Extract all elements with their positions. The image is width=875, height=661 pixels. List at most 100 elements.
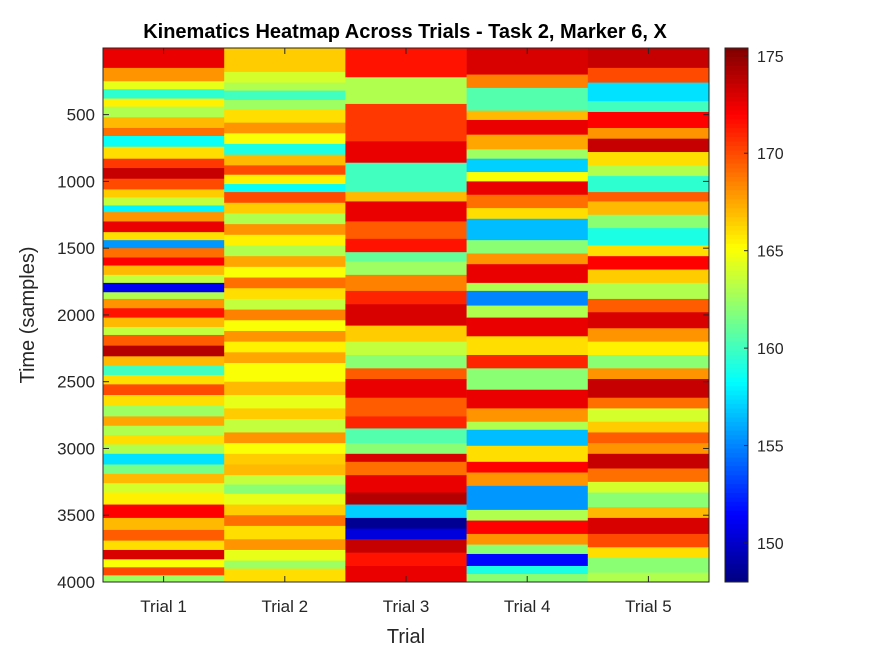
heatmap-cell-trial-2-26 <box>224 320 346 332</box>
heatmap-cell-trial-5-22 <box>587 341 710 356</box>
heatmap-cell-trial-2-7 <box>224 122 346 134</box>
heatmap-cell-trial-3-6 <box>345 192 467 202</box>
heatmap-cell-trial-1-40 <box>103 425 225 436</box>
heatmap-cell-trial-1-10 <box>103 146 225 160</box>
y-tick-label: 2500 <box>57 373 95 392</box>
colorbar-gradient-step <box>725 350 748 356</box>
colorbar-frame <box>724 47 749 583</box>
colorbar-gradient-step <box>725 559 748 565</box>
colorbar-gradient-step <box>725 337 748 343</box>
colorbar-gradient-step <box>725 444 748 449</box>
colorbar-gradient-step <box>725 408 748 414</box>
colorbar-gradient-step <box>725 421 748 427</box>
x-tick-label: Trial 2 <box>261 597 308 616</box>
colorbar-gradient-step <box>725 506 748 512</box>
heatmap-cell-trial-1-15 <box>103 197 225 206</box>
heatmap-cell-trial-1-41 <box>103 435 225 445</box>
colorbar-gradient-step <box>725 137 748 142</box>
colorbar-gradient-step <box>725 150 748 156</box>
colorbar-tick-label: 160 <box>757 341 784 358</box>
heatmap-cell-trial-1-1 <box>103 48 225 69</box>
colorbar-gradient-step <box>725 65 748 71</box>
heatmap-cell-trial-4-12 <box>466 208 589 220</box>
heatmap-cell-trial-1-9 <box>103 136 225 148</box>
heatmap-cell-trial-4-18 <box>466 290 589 306</box>
colorbar-gradient-step <box>725 448 748 454</box>
colorbar-gradient-step <box>725 194 748 200</box>
colorbar-tick-label: 175 <box>757 49 784 66</box>
heatmap-cell-trial-3-10 <box>345 252 467 262</box>
heatmap-cell-trial-5-17 <box>587 269 710 284</box>
heatmap-cell-trial-2-40 <box>224 484 346 495</box>
heatmap-cell-trial-5-1 <box>587 48 710 69</box>
heatmap-cell-trial-3-14 <box>345 304 467 327</box>
heatmap-plot-area <box>103 48 710 583</box>
heatmap-cell-trial-4-35 <box>466 544 589 555</box>
heatmap-cell-trial-1-21 <box>103 248 225 258</box>
heatmap-cell-trial-5-12 <box>587 201 710 216</box>
colorbar-gradient-step <box>725 279 748 285</box>
colorbar-gradient-step <box>725 435 748 441</box>
heatmap-cell-trial-1-28 <box>103 308 225 319</box>
colorbar-gradient-step <box>725 368 748 374</box>
heatmap-cell-trial-3-26 <box>345 475 467 493</box>
heatmap-cell-trial-1-6 <box>103 106 225 118</box>
heatmap-cell-trial-4-5 <box>466 119 589 136</box>
colorbar-gradient-step <box>725 546 748 552</box>
heatmap-cell-trial-1-53 <box>103 559 225 568</box>
heatmap-cell-trial-1-48 <box>103 504 225 519</box>
colorbar-gradient-step <box>725 61 748 67</box>
heatmap-cell-trial-5-11 <box>587 192 710 202</box>
colorbar-gradient-step <box>725 386 748 392</box>
heatmap-cell-trial-1-50 <box>103 529 225 541</box>
heatmap-cell-trial-5-31 <box>587 453 710 469</box>
heatmap-cell-trial-1-22 <box>103 257 225 266</box>
colorbar-gradient-step <box>725 252 748 258</box>
x-tick-label: Trial 3 <box>383 597 430 616</box>
colorbar-gradient-step <box>725 257 748 263</box>
colorbar-gradient-step <box>725 395 748 401</box>
colorbar-gradient-step <box>725 479 748 485</box>
colorbar-gradient-step <box>725 261 748 267</box>
colorbar-gradient-step <box>725 243 748 249</box>
heatmap-cell-trial-5-28 <box>587 421 710 433</box>
heatmap-cell-trial-1-16 <box>103 205 225 213</box>
heatmap-cell-trial-3-24 <box>345 453 467 463</box>
heatmap-cell-trial-1-44 <box>103 464 225 475</box>
heatmap-cell-trial-5-9 <box>587 165 710 177</box>
colorbar-gradient-step <box>725 181 748 187</box>
heatmap-cell-trial-4-10 <box>466 181 589 196</box>
heatmap-cell-trial-1-33 <box>103 356 225 367</box>
colorbar-gradient-step <box>725 332 748 338</box>
colorbar-gradient-step <box>725 439 748 445</box>
heatmap-cell-trial-2-32 <box>224 395 346 409</box>
colorbar-gradient-step <box>725 56 748 62</box>
heatmap-cell-trial-4-33 <box>466 520 589 535</box>
heatmap-cell-trial-5-36 <box>587 517 710 535</box>
heatmap-cell-trial-4-21 <box>466 336 589 356</box>
heatmap-cell-trial-1-39 <box>103 416 225 427</box>
colorbar-gradient-step <box>725 177 748 182</box>
colorbar-gradient-step <box>725 70 748 76</box>
heatmap-cell-trial-1-14 <box>103 189 225 198</box>
heatmap-cell-trial-1-37 <box>103 395 225 407</box>
heatmap-cell-trial-4-17 <box>466 282 589 292</box>
heatmap-cell-trial-3-17 <box>345 354 467 369</box>
heatmap-cell-trial-4-15 <box>466 253 589 265</box>
heatmap-cell-trial-2-18 <box>224 234 346 246</box>
colorbar-gradient-step <box>725 319 748 325</box>
heatmap-cell-trial-4-4 <box>466 110 589 121</box>
heatmap-cell-trial-1-25 <box>103 282 225 293</box>
colorbar-gradient-step <box>725 74 748 80</box>
colorbar-gradient-step <box>725 461 748 467</box>
heatmap-cell-trial-2-28 <box>224 341 346 353</box>
heatmap-cell-trial-4-30 <box>466 472 589 487</box>
heatmap-cell-trial-4-29 <box>466 461 589 473</box>
colorbar-gradient-step <box>725 266 748 271</box>
heatmap-cell-trial-1-12 <box>103 168 225 180</box>
heatmap-cell-trial-5-16 <box>587 256 710 270</box>
heatmap-cell-trial-1-5 <box>103 98 225 108</box>
colorbar-gradient-step <box>725 123 748 129</box>
heatmap-cell-trial-2-48 <box>224 568 346 583</box>
